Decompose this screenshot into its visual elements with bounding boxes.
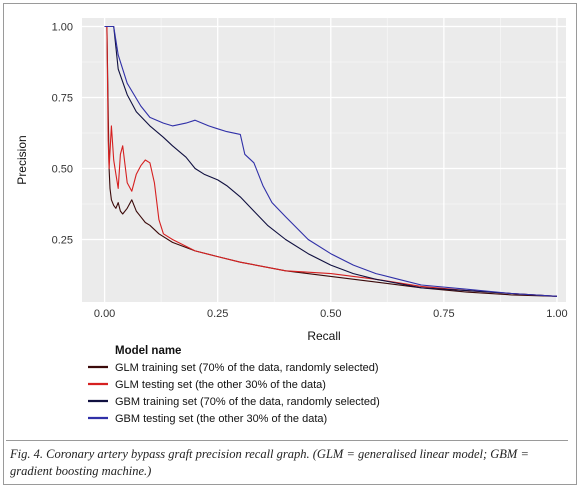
minor-gridlines [82, 18, 566, 302]
series-line-1 [104, 25, 558, 297]
legend: Model name GLM training set (70% of the … [88, 345, 380, 425]
x-tick-label: 0.25 [207, 308, 228, 320]
legend-title: Model name [115, 345, 181, 357]
plot-background [82, 18, 566, 302]
legend-label: GLM testing set (the other 30% of the da… [115, 379, 326, 391]
major-gridlines [82, 18, 566, 302]
figure-caption: Fig. 4. Coronary artery bypass graft pre… [10, 447, 529, 478]
y-tick-label: 1.00 [52, 22, 73, 34]
series-line-2 [104, 25, 558, 297]
x-tick-label: 0.50 [320, 308, 341, 320]
x-tick-label: 0.00 [94, 308, 115, 320]
x-tick-label: 1.00 [546, 308, 567, 320]
series-line-4 [104, 25, 558, 297]
y-tick-label: 0.25 [52, 235, 73, 247]
precision-recall-chart: 0.00 0.25 0.50 0.75 1.00 0.25 0.50 0.75 1.00 Re… [15, 18, 568, 425]
series-lines [104, 25, 558, 297]
x-axis-title: Recall [307, 329, 340, 343]
y-axis-ticks: 0.25 0.50 0.75 1.00 [52, 22, 73, 247]
legend-label: GLM training set (70% of the data, rando… [115, 362, 379, 374]
caption-divider [6, 440, 568, 441]
x-tick-label: 0.75 [433, 308, 454, 320]
y-tick-label: 0.50 [52, 164, 73, 176]
x-axis-ticks: 0.00 0.25 0.50 0.75 1.00 [94, 308, 568, 320]
y-tick-label: 0.75 [52, 93, 73, 105]
legend-label: GBM testing set (the other 30% of the da… [115, 413, 327, 425]
y-axis-title: Precision [15, 135, 29, 184]
series-line-3 [104, 25, 558, 297]
legend-label: GBM training set (70% of the data, rando… [115, 396, 380, 408]
